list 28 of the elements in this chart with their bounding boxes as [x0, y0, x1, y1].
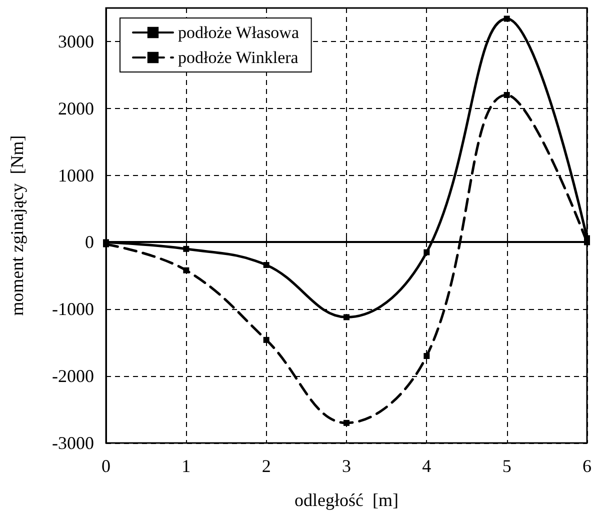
- x-tick-label: 6: [582, 456, 592, 476]
- point: [424, 249, 430, 256]
- point: [263, 336, 270, 343]
- y-tick-label: 1000: [58, 165, 94, 186]
- x-tick-label: 5: [502, 456, 512, 476]
- x-tick-label: 4: [422, 456, 432, 476]
- x-tick-label: 1: [182, 456, 191, 476]
- y-tick-label: 2000: [58, 98, 94, 118]
- y-tick-label: 3000: [58, 31, 94, 52]
- y-tick-label: -2000: [52, 366, 94, 386]
- y-tick-label: -3000: [52, 433, 94, 453]
- x-tick-label: 0: [102, 456, 110, 476]
- x-tick-label: 3: [342, 456, 351, 476]
- x-tick-label: 2: [262, 456, 271, 476]
- point: [344, 314, 350, 320]
- point: [424, 353, 430, 359]
- point: [344, 420, 350, 426]
- y-axis-title: moment zginający [Nm]: [7, 135, 27, 316]
- x-axis-title: odległość [m]: [294, 490, 398, 510]
- point: [504, 16, 510, 22]
- point: [183, 246, 190, 252]
- y-tick-label: -1000: [52, 299, 94, 320]
- point: [263, 262, 270, 268]
- legend-label: podłoże Winklera: [178, 48, 299, 67]
- point: [504, 92, 510, 98]
- point: [183, 267, 190, 274]
- legend-label: podłoże Własowa: [178, 23, 300, 42]
- y-tick-label: 0: [85, 232, 94, 252]
